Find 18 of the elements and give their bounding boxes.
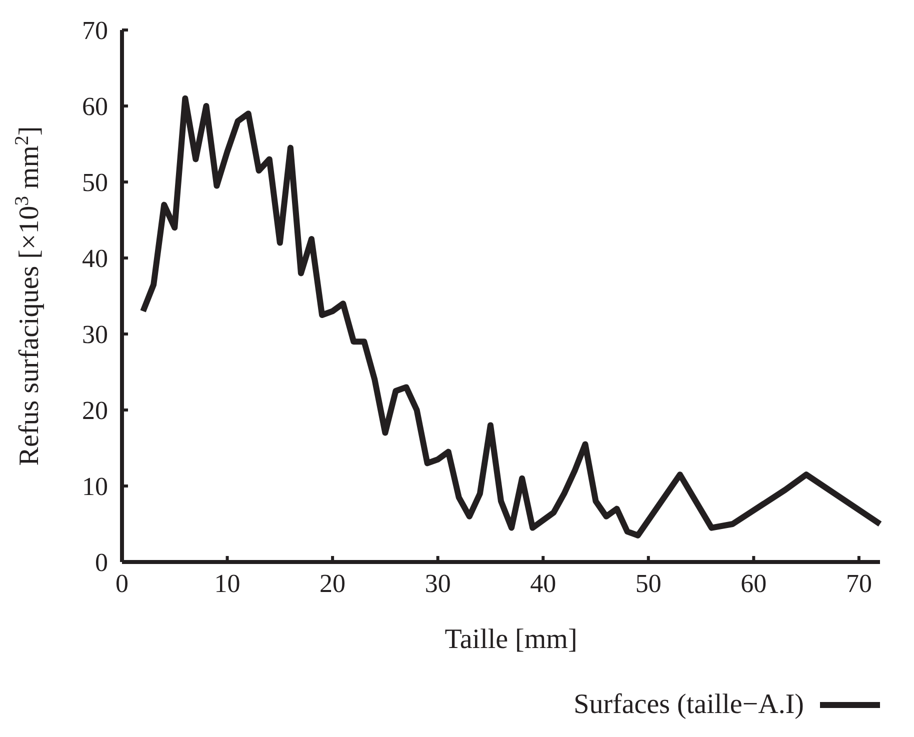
x-tick-label: 10 <box>214 569 240 598</box>
x-tick-label: 0 <box>116 569 128 598</box>
y-tick-label: 20 <box>82 396 108 425</box>
x-tick-label: 20 <box>320 569 346 598</box>
y-tick-label: 30 <box>82 320 108 349</box>
x-tick-label: 40 <box>530 569 556 598</box>
x-tick-label: 60 <box>740 569 767 598</box>
x-tick-label: 50 <box>635 569 662 598</box>
y-tick-label: 10 <box>82 472 108 501</box>
y-tick-label: 70 <box>82 16 108 45</box>
y-tick-label: 60 <box>82 92 108 121</box>
x-axis-title: Taille [mm] <box>444 624 578 655</box>
y-tick-label: 40 <box>82 244 108 273</box>
x-tick-label: 70 <box>846 569 872 598</box>
y-tick-label: 0 <box>95 548 108 577</box>
y-tick-label: 50 <box>82 168 108 197</box>
legend-label: Surfaces (taille−A.I) <box>574 689 804 720</box>
x-tick-label: 30 <box>424 569 451 598</box>
